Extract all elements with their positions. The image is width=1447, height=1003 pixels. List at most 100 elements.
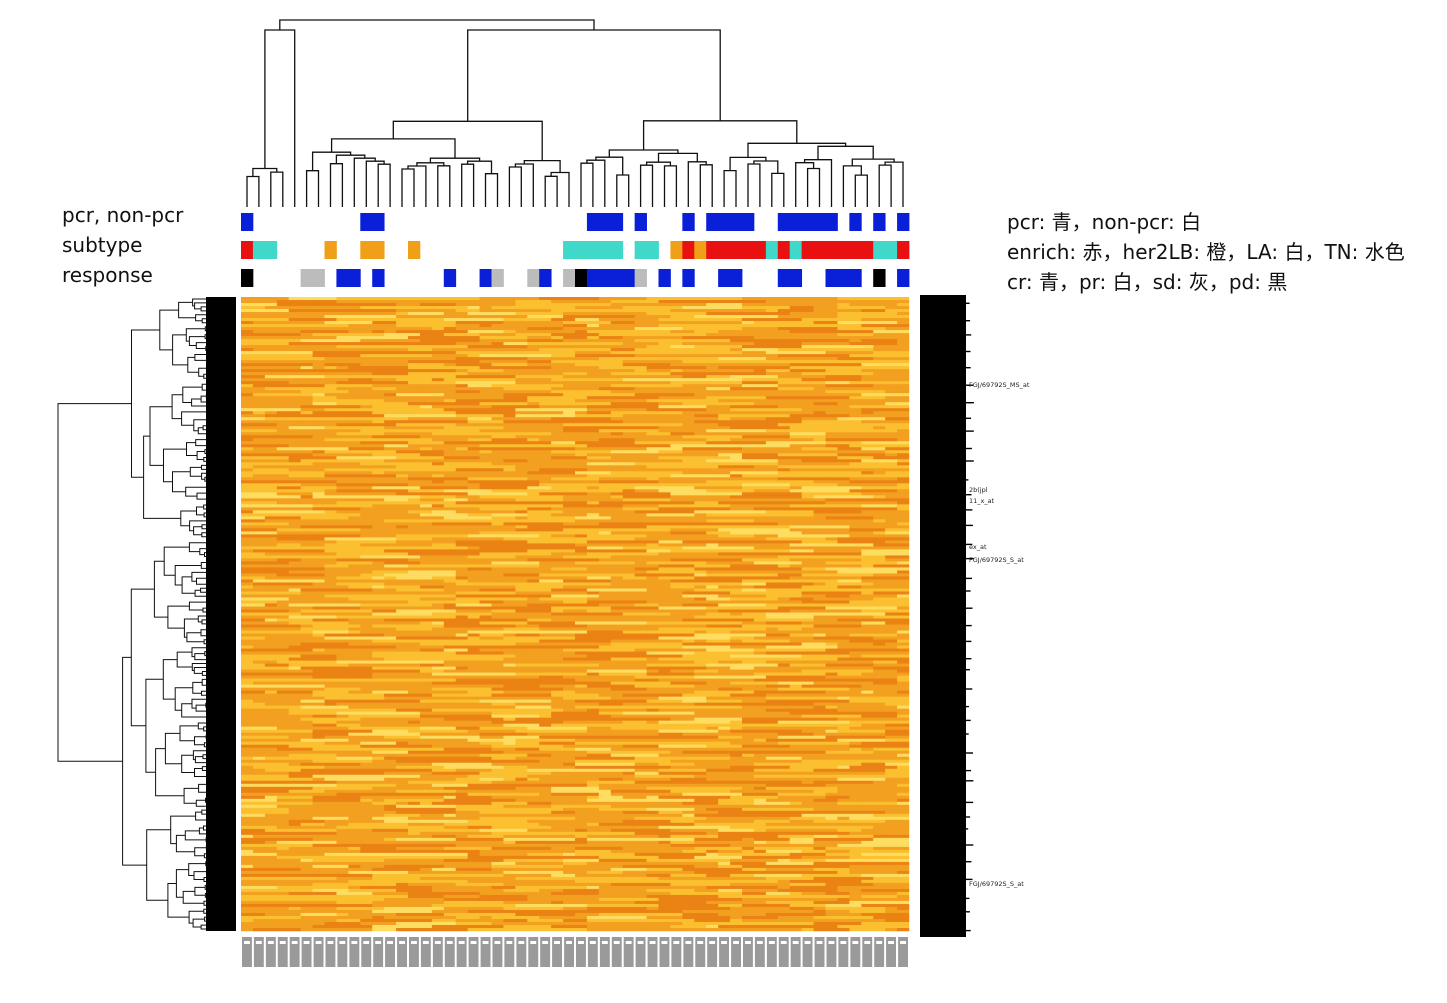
- heat-cell: [396, 888, 433, 893]
- heat-cell: [491, 861, 504, 866]
- heat-cell: [598, 723, 635, 727]
- heat-cell: [837, 642, 874, 646]
- heat-cell: [885, 327, 910, 331]
- heat-cell: [467, 402, 480, 406]
- heat-cell: [897, 639, 910, 643]
- heat-cell: [479, 531, 528, 535]
- heat-cell: [813, 702, 850, 706]
- heat-cell: [610, 300, 659, 304]
- heat-cell: [789, 489, 850, 493]
- heat-cell: [897, 642, 910, 646]
- heat-cell: [360, 513, 421, 517]
- track-1-cell-46: [789, 241, 803, 259]
- heat-cell: [610, 303, 624, 307]
- heat-cell: [300, 591, 349, 595]
- heat-cell: [670, 843, 731, 848]
- track-0-cell-39: [706, 213, 719, 231]
- heat-cell: [455, 459, 504, 463]
- heat-cell: [825, 516, 874, 520]
- heat-cell: [539, 681, 612, 685]
- heat-cell: [742, 714, 802, 718]
- heat-cell: [503, 831, 576, 836]
- heat-cell: [455, 582, 516, 586]
- heat-cell: [467, 633, 480, 637]
- heat-cell: [801, 540, 838, 544]
- heat-cell: [241, 522, 290, 526]
- heat-cell: [241, 492, 278, 496]
- column-label-mark: [480, 937, 491, 967]
- heat-cell: [849, 396, 886, 400]
- heat-cell: [241, 540, 278, 544]
- heat-cell: [241, 873, 313, 878]
- heat-cell: [241, 474, 254, 478]
- heat-cell: [503, 771, 552, 776]
- heat-cell: [789, 366, 838, 370]
- col-dendro-branch: [365, 160, 385, 207]
- heat-cell: [706, 648, 755, 652]
- heat-cell: [873, 576, 910, 580]
- heat-cell: [443, 825, 468, 830]
- heat-cell: [646, 672, 695, 676]
- heat-cell: [491, 462, 540, 466]
- heat-cell: [706, 612, 731, 616]
- heat-cell: [742, 786, 755, 791]
- heat-cell: [789, 525, 850, 529]
- heat-cell: [467, 417, 492, 421]
- heat-cell: [694, 432, 755, 436]
- heat-cell: [288, 459, 301, 463]
- heat-cell: [467, 870, 504, 875]
- heat-cell: [706, 462, 731, 466]
- heat-cell: [753, 846, 814, 851]
- heat-cell: [563, 426, 588, 430]
- heat-cell: [241, 834, 254, 839]
- heat-cell: [455, 642, 516, 646]
- heat-cell: [241, 771, 290, 776]
- heat-cell: [443, 516, 492, 520]
- heat-cell: [372, 876, 421, 881]
- heat-cell: [408, 372, 468, 376]
- heat-cell: [419, 543, 433, 547]
- heat-cell: [419, 498, 445, 502]
- heat-cell: [551, 891, 600, 896]
- heat-cell: [634, 738, 683, 742]
- heat-cell: [241, 555, 290, 559]
- heat-cell: [837, 306, 886, 310]
- track-2-cell-25: [539, 269, 552, 287]
- heat-cell: [443, 891, 480, 896]
- heat-cell: [670, 549, 743, 553]
- heat-cell: [777, 732, 814, 736]
- heat-cell: [598, 891, 671, 896]
- heat-cell: [575, 534, 588, 538]
- heat-cell: [252, 585, 278, 589]
- column-label-mark-gap: [244, 941, 250, 944]
- heat-cell: [598, 333, 647, 337]
- heat-cell: [384, 702, 397, 706]
- heat-cell: [396, 312, 409, 316]
- heat-cell: [252, 447, 278, 451]
- heat-cell: [300, 525, 373, 529]
- heat-cell: [753, 837, 767, 842]
- heat-cell: [336, 792, 409, 797]
- heat-cell: [479, 507, 492, 511]
- heat-cell: [825, 750, 874, 755]
- column-label-mark: [850, 937, 861, 967]
- heat-cell: [849, 744, 910, 749]
- heat-cell: [598, 645, 635, 649]
- heat-cell: [241, 303, 278, 307]
- heat-cell: [563, 429, 600, 433]
- heat-cell: [897, 792, 910, 797]
- heat-cell: [241, 342, 290, 346]
- heat-cell: [396, 810, 457, 815]
- heat-cell: [360, 864, 385, 869]
- heat-cell: [586, 444, 647, 448]
- heat-cell: [861, 828, 910, 833]
- col-dendro-branch: [264, 29, 296, 207]
- heat-cell: [789, 858, 826, 863]
- heat-cell: [396, 759, 457, 764]
- heat-cell: [396, 702, 457, 706]
- heat-cell: [777, 888, 826, 893]
- heat-cell: [789, 801, 802, 806]
- heat-cell: [694, 345, 743, 349]
- heat-cell: [539, 312, 564, 316]
- row-dendro-branch: [187, 356, 199, 373]
